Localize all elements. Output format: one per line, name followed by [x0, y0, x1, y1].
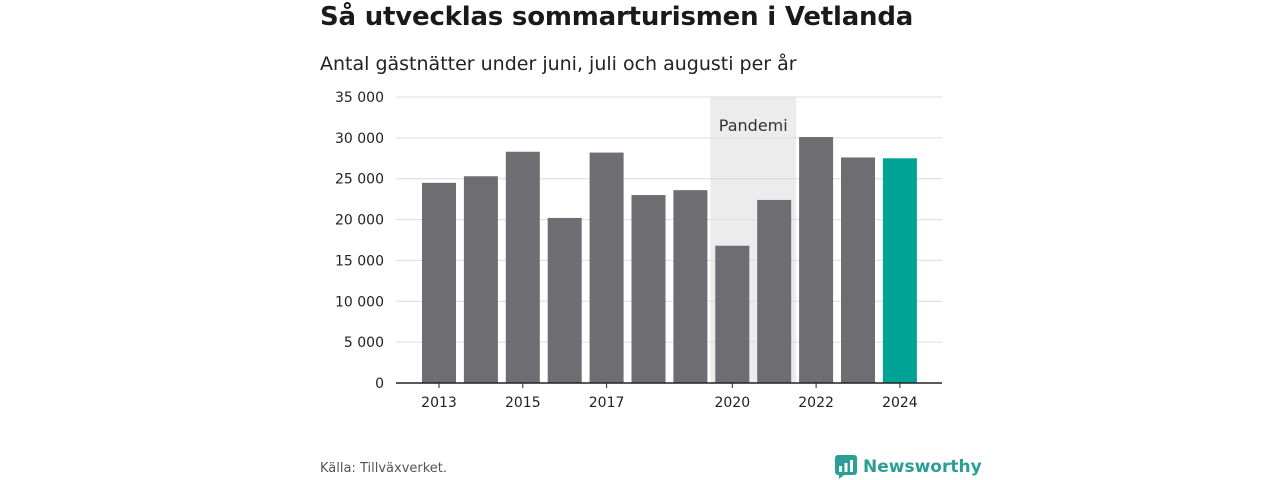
y-tick-label: 10 000	[335, 294, 384, 310]
y-tick-label: 15 000	[335, 253, 384, 269]
x-tick-label: 2013	[421, 395, 457, 411]
bar-2022	[799, 137, 834, 383]
y-tick-label: 20 000	[335, 213, 384, 229]
bar-2021	[757, 199, 792, 383]
bar-2017	[589, 152, 624, 383]
bar-2015	[505, 151, 540, 383]
x-tick-label: 2022	[798, 395, 834, 411]
x-tick-label: 2024	[882, 395, 918, 411]
bar-2018	[631, 195, 666, 383]
newsworthy-icon	[835, 455, 857, 479]
brand-name: Newsworthy	[863, 457, 982, 477]
bar-2013	[422, 182, 456, 383]
bar-2014	[463, 176, 498, 383]
bar-2019	[673, 190, 708, 383]
y-tick-label: 35 000	[335, 90, 384, 106]
y-tick-label: 25 000	[335, 172, 384, 188]
x-tick-label: 2015	[505, 395, 541, 411]
y-tick-label: 30 000	[335, 131, 384, 147]
chart-title: Så utvecklas sommarturismen i Vetlanda	[320, 2, 914, 32]
bar-2024	[882, 158, 917, 383]
chart-subtitle: Antal gästnätter under juni, juli och au…	[320, 53, 797, 75]
bar-2020	[715, 245, 750, 383]
y-tick-label: 0	[375, 376, 384, 392]
x-tick-label: 2020	[714, 395, 750, 411]
x-tick-label: 2017	[589, 395, 625, 411]
brand-logo: Newsworthy	[835, 455, 982, 479]
bar-2023	[841, 157, 875, 383]
y-tick-label: 5 000	[344, 335, 384, 351]
pandemic-label: Pandemi	[719, 116, 788, 135]
bar-2016	[547, 217, 582, 383]
source-note: Källa: Tillväxverket.	[320, 461, 448, 476]
